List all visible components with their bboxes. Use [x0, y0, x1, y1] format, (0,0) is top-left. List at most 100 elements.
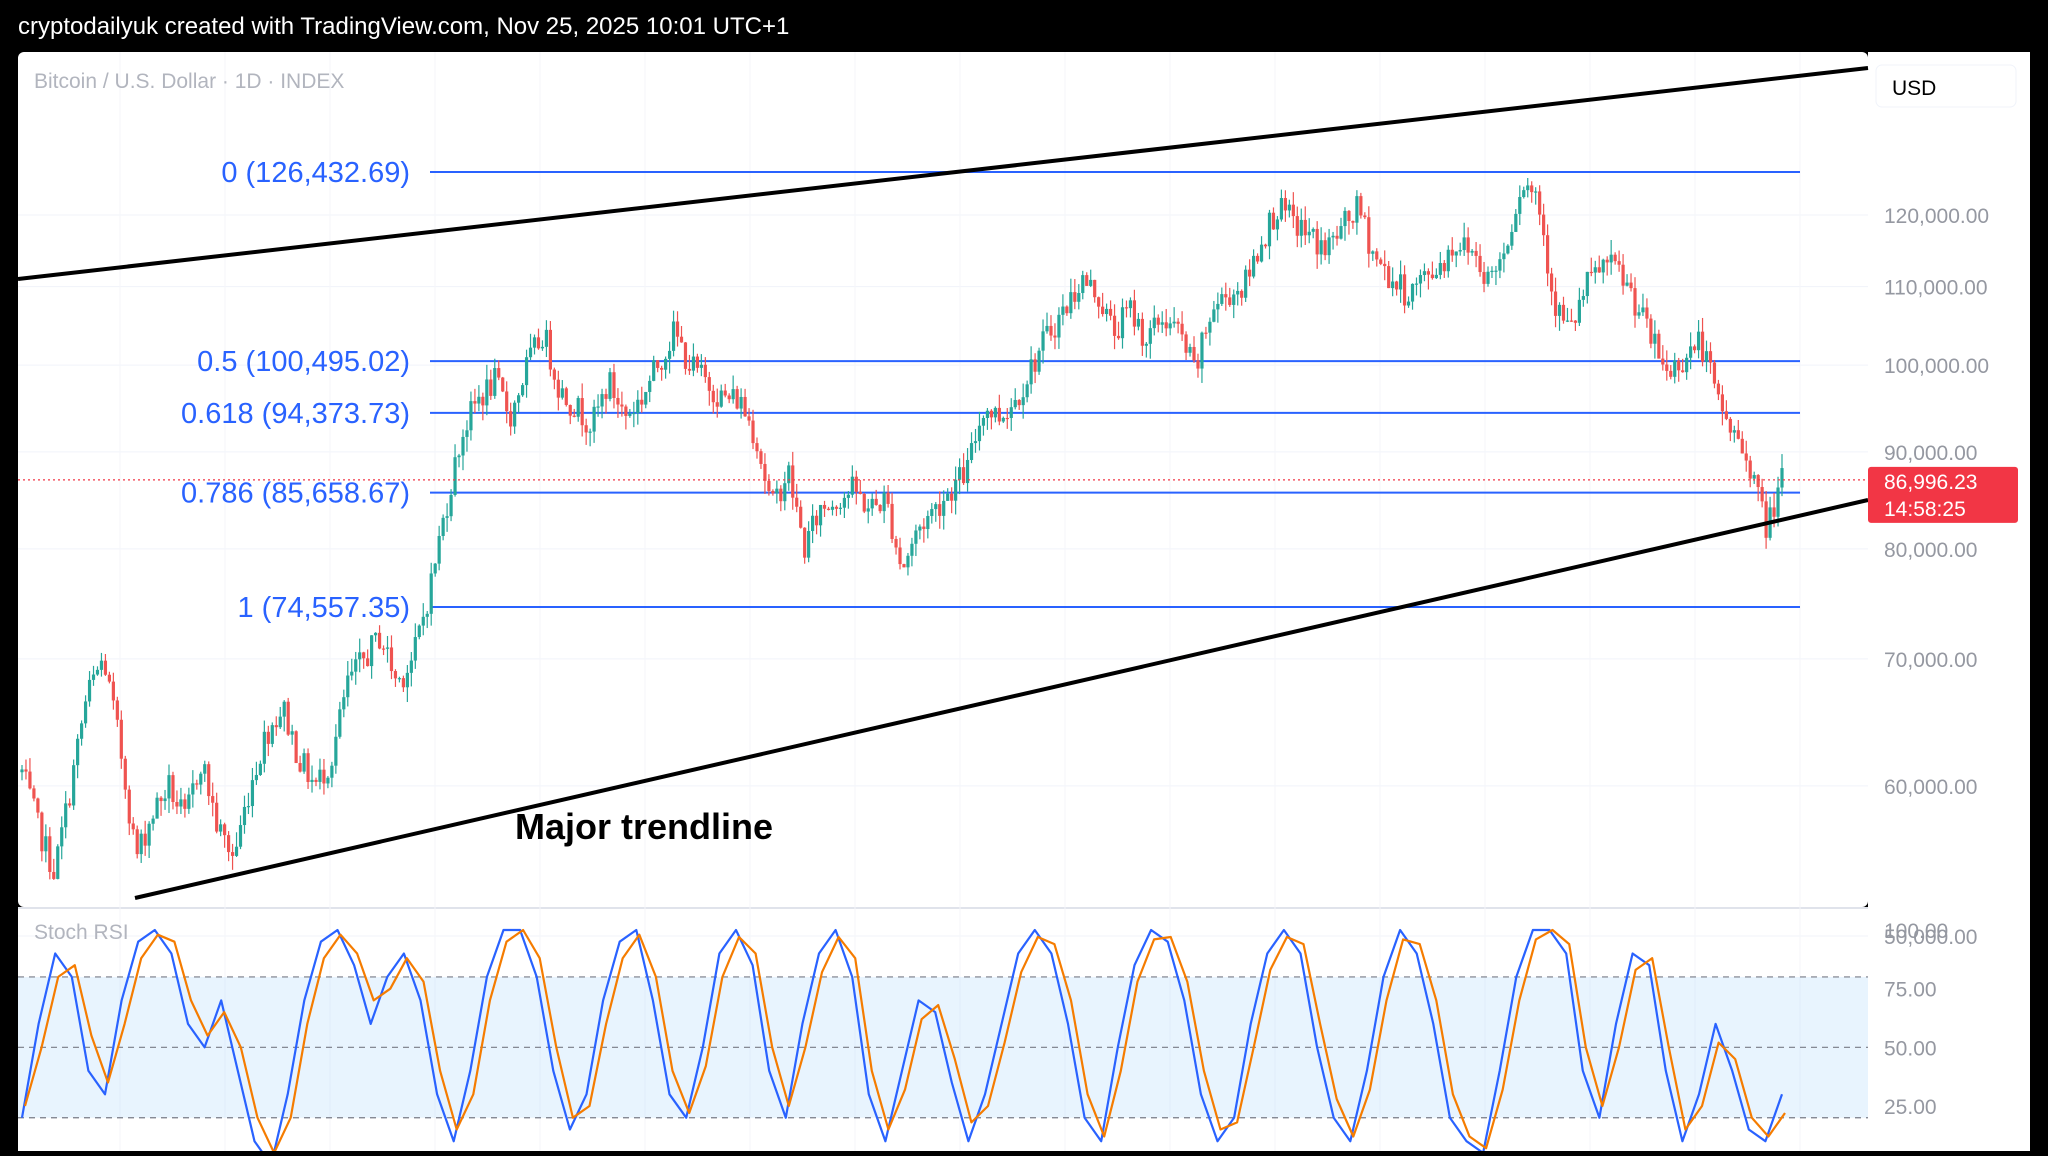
- currency-button[interactable]: USD: [1875, 64, 2017, 108]
- candle: [1780, 454, 1784, 497]
- candle: [886, 485, 890, 508]
- candle: [520, 382, 525, 397]
- price-tick-label: 80,000.00: [1884, 539, 1977, 562]
- candle: [1029, 346, 1033, 394]
- candle: [1526, 178, 1530, 198]
- candle: [1271, 207, 1276, 230]
- candle: [274, 716, 278, 736]
- candle: [1283, 190, 1287, 222]
- candle: [1295, 206, 1299, 248]
- candle: [393, 669, 398, 687]
- candle: [1629, 273, 1633, 292]
- upper-trendline[interactable]: [17, 66, 1869, 281]
- candle: [882, 485, 886, 524]
- candle: [155, 792, 159, 819]
- candle: [1069, 278, 1073, 319]
- candle: [1228, 287, 1232, 307]
- candle: [501, 376, 505, 393]
- candle: [1355, 190, 1359, 235]
- candle: [242, 795, 247, 834]
- candle: [1545, 224, 1550, 287]
- candle: [1112, 304, 1117, 350]
- candle: [1049, 315, 1053, 341]
- price-tick-label: 50,000.00: [1884, 926, 1977, 949]
- candle: [1482, 261, 1486, 293]
- candle: [1474, 242, 1478, 268]
- candle: [1510, 224, 1514, 250]
- candle: [262, 720, 266, 773]
- candle: [1716, 379, 1721, 401]
- stoch-rsi-d-line: [23, 928, 1786, 1155]
- fib-retracement[interactable]: 0 (126,432.69) 0.5 (100,495.02) 0.618 (94,…: [181, 157, 1800, 624]
- candle: [119, 710, 123, 769]
- candle: [1649, 314, 1653, 349]
- candle: [20, 765, 24, 781]
- candle: [1351, 220, 1355, 229]
- candle: [1454, 251, 1458, 268]
- candle: [1689, 332, 1693, 370]
- candle: [783, 471, 787, 511]
- candle: [1744, 440, 1748, 472]
- candle: [79, 720, 84, 746]
- price-axis[interactable]: 120,000.00 110,000.00 100,000.00 90,000.00 8…: [1884, 205, 1989, 949]
- rsi-tick-label: 100.00: [1884, 920, 1948, 943]
- candle: [389, 635, 394, 680]
- candle: [1192, 336, 1196, 363]
- candle: [1291, 192, 1295, 229]
- candle: [334, 724, 338, 774]
- candle: [1081, 270, 1085, 300]
- candle: [254, 761, 259, 785]
- candle: [421, 603, 425, 636]
- candle: [1494, 265, 1498, 286]
- candle: [350, 658, 354, 681]
- stoch-rsi-series: [20, 928, 1786, 1156]
- candle: [560, 380, 564, 400]
- candle: [791, 451, 795, 510]
- candle: [107, 671, 112, 684]
- candle: [151, 815, 155, 831]
- candle: [1530, 181, 1534, 203]
- candle: [111, 672, 115, 710]
- candle: [28, 758, 32, 790]
- candle: [660, 365, 664, 381]
- candle: [1001, 416, 1005, 423]
- candle: [1506, 244, 1510, 255]
- candle: [1375, 248, 1379, 267]
- candle: [1597, 255, 1601, 273]
- candle: [1593, 260, 1597, 284]
- candle: [540, 340, 545, 351]
- candle: [1176, 318, 1180, 334]
- fib-level-label: 0.618 (94,373.73): [181, 398, 410, 430]
- candle: [1637, 304, 1641, 319]
- candle: [36, 797, 40, 819]
- candle: [1105, 303, 1109, 322]
- candle: [747, 408, 751, 426]
- candle: [290, 724, 294, 745]
- rsi-axis[interactable]: 100.00 75.00 50.00 25.00: [1884, 920, 1948, 1119]
- candle: [743, 388, 747, 417]
- candle: [787, 461, 791, 491]
- candle: [1422, 263, 1427, 282]
- candle: [167, 764, 171, 814]
- candle: [1093, 279, 1097, 303]
- candle: [477, 385, 481, 412]
- major-trendline[interactable]: [134, 498, 1869, 900]
- chart-panel[interactable]: 0 (126,432.69) 0.5 (100,495.02) 0.618 (94,…: [0, 52, 2048, 1156]
- candle: [429, 562, 433, 626]
- candle: [1347, 210, 1351, 235]
- candle: [1383, 250, 1387, 281]
- candle: [1327, 228, 1331, 264]
- candle: [346, 661, 350, 707]
- candle: [1116, 321, 1121, 340]
- candle: [1089, 269, 1093, 288]
- candle: [1244, 265, 1248, 302]
- candle: [330, 761, 334, 788]
- candle: [44, 824, 48, 863]
- candle: [234, 832, 239, 858]
- candle: [1549, 267, 1554, 306]
- candle: [1760, 478, 1764, 508]
- candle: [1573, 320, 1578, 331]
- candle: [310, 765, 314, 793]
- candle: [771, 489, 775, 496]
- chart-svg[interactable]: 0 (126,432.69) 0.5 (100,495.02) 0.618 (94,…: [0, 52, 2048, 1156]
